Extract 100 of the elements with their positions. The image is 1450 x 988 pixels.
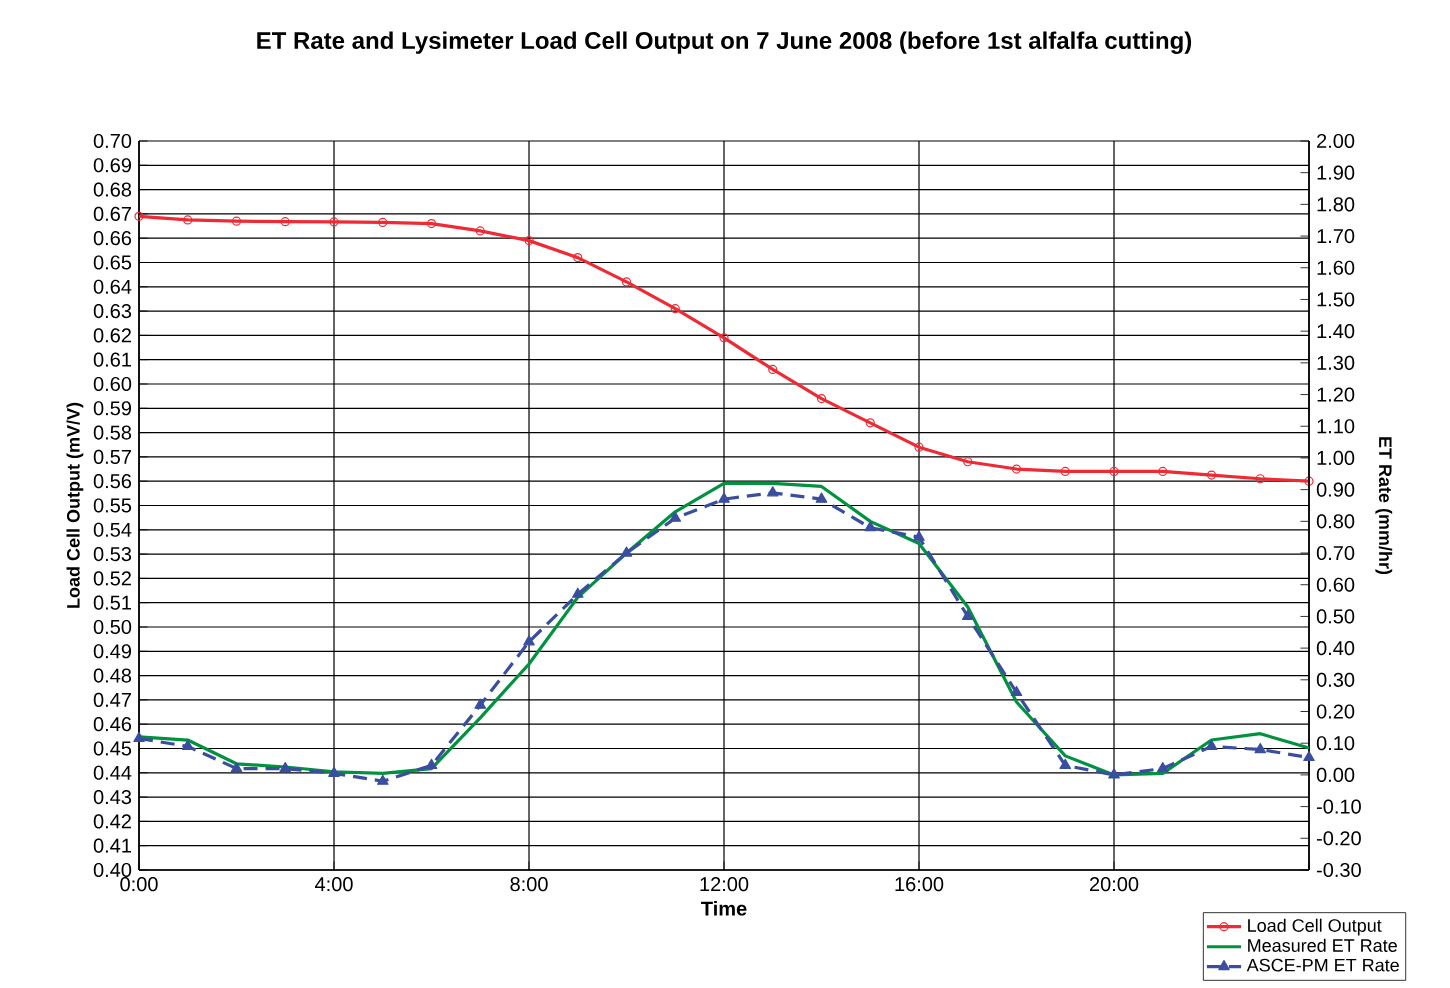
y2-tick-label: 0.10 (1316, 736, 1355, 751)
point (961, 609, 974, 621)
point (376, 774, 389, 785)
point (524, 236, 534, 246)
point (230, 761, 243, 773)
legend-label: ASCE-PM ET Rate (1246, 958, 1399, 972)
y-tick-label: 0.68 (93, 182, 132, 197)
y-tick-label: 0.70 (93, 133, 132, 149)
point (1011, 464, 1022, 474)
point (1156, 761, 1169, 773)
point (280, 217, 290, 227)
point (133, 731, 145, 743)
point (329, 217, 339, 227)
y-tick-label: 0.45 (93, 741, 132, 756)
y2-tick-label: -0.10 (1316, 799, 1361, 814)
y2-tick-label: 2.00 (1317, 133, 1355, 149)
y2-tick-label: 1.30 (1317, 355, 1355, 370)
x-axis-title: Time (701, 900, 747, 916)
point (231, 216, 242, 226)
point (1303, 750, 1315, 762)
y-tick-label: 0.64 (93, 279, 132, 294)
y-tick-label: 0.50 (93, 619, 132, 635)
y2-tick-label: 0.30 (1316, 672, 1355, 687)
point (573, 253, 583, 263)
point (816, 393, 827, 404)
point (1254, 742, 1267, 754)
y2-tick-label: 1.80 (1317, 197, 1355, 212)
point (425, 758, 438, 769)
point (1059, 758, 1072, 769)
y-tick-label: 0.59 (93, 401, 132, 416)
point (1255, 474, 1265, 484)
y2-tick-label: 0.00 (1316, 767, 1355, 782)
point (181, 739, 194, 750)
x-tick-label: 12:00 (700, 877, 749, 892)
point (1158, 466, 1168, 477)
point (719, 333, 729, 343)
point (183, 215, 193, 225)
y2-tick-label: 0.80 (1316, 514, 1355, 529)
y2-tick-label: -0.20 (1316, 831, 1361, 846)
x-tick-label: 20:00 (1089, 877, 1139, 892)
x-tick-label: 16:00 (895, 877, 944, 892)
point (571, 587, 584, 598)
y-axis-title: Load Cell Output (mV/V) (66, 402, 84, 608)
y-tick-label: 0.57 (93, 449, 131, 464)
legend-label: Measured ET Rate (1248, 938, 1397, 952)
y-tick-label: 0.54 (93, 522, 132, 537)
y2-tick-label: 0.40 (1316, 641, 1355, 656)
point (670, 304, 680, 314)
x-tick-label: 4:00 (315, 877, 353, 892)
point (1206, 470, 1217, 480)
point (328, 766, 340, 777)
y-tick-label: 0.48 (93, 668, 132, 683)
chart-title: ET Rate and Lysimeter Load Cell Output on 7 June 2008 (before 1st alfalfa cutting) (257, 31, 1192, 54)
y2-tick-label: 0.20 (1316, 704, 1355, 719)
point (669, 511, 682, 522)
y-tick-label: 0.47 (93, 692, 131, 707)
y-tick-label: 0.52 (93, 571, 131, 586)
point (1304, 476, 1314, 486)
y-tick-label: 0.66 (93, 231, 132, 246)
point (621, 277, 632, 287)
point (475, 226, 485, 236)
y-tick-label: 0.51 (93, 595, 131, 610)
y-tick-label: 0.65 (93, 255, 132, 270)
point (768, 364, 778, 374)
x-tick-label: 8:00 (510, 877, 548, 892)
point (134, 211, 144, 221)
y2-tick-label: 1.50 (1317, 292, 1355, 307)
point (1109, 466, 1119, 477)
point (865, 418, 875, 428)
y-tick-label: 0.67 (93, 206, 131, 221)
point (1060, 466, 1070, 477)
point (620, 546, 633, 557)
y2-tick-label: 1.00 (1317, 450, 1355, 466)
y-tick-label: 0.63 (93, 304, 132, 319)
point (426, 219, 437, 229)
point (523, 635, 535, 646)
point (378, 217, 388, 227)
y-tick-label: 0.49 (93, 644, 132, 659)
point (766, 486, 779, 497)
y2-tick-label: 0.90 (1316, 482, 1355, 497)
point (963, 457, 973, 467)
y-tick-label: 0.43 (93, 790, 132, 805)
point (1010, 685, 1023, 697)
point (913, 530, 925, 541)
point (279, 761, 292, 773)
point (474, 698, 487, 709)
y-tick-label: 0.46 (93, 717, 132, 732)
y2-tick-label: 1.70 (1317, 229, 1355, 244)
point (1108, 768, 1120, 779)
y-tick-label: 0.41 (93, 838, 131, 853)
y-tick-label: 0.69 (93, 158, 132, 173)
y-tick-label: 0.58 (93, 425, 132, 440)
y-tick-label: 0.61 (93, 352, 131, 367)
y-tick-label: 0.62 (93, 328, 131, 343)
y2-tick-label: -0.30 (1316, 862, 1361, 878)
y2-tick-label: 1.90 (1317, 165, 1355, 180)
point (815, 492, 828, 503)
y-tick-label: 0.42 (93, 814, 131, 829)
y2-tick-label: 0.50 (1316, 609, 1355, 624)
y2-tick-label: 1.20 (1317, 387, 1355, 402)
